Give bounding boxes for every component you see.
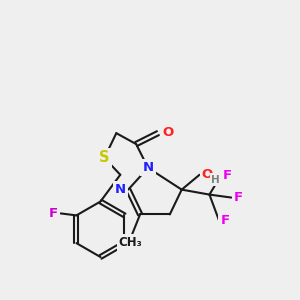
Text: O: O xyxy=(202,168,213,181)
Text: F: F xyxy=(234,191,243,204)
Text: N: N xyxy=(142,161,154,174)
Text: O: O xyxy=(162,126,173,139)
Text: F: F xyxy=(222,169,231,182)
Text: S: S xyxy=(99,150,110,165)
Text: F: F xyxy=(220,214,230,227)
Text: F: F xyxy=(49,207,58,220)
Text: CH₃: CH₃ xyxy=(118,236,142,249)
Text: H: H xyxy=(212,175,220,185)
Text: N: N xyxy=(115,183,126,196)
